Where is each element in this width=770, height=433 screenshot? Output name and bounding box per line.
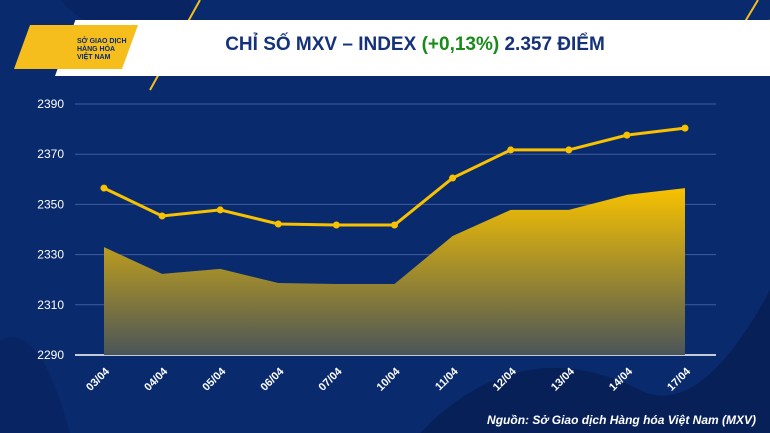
logo-line: VIỆT NAM — [77, 54, 111, 61]
title-prefix: CHỈ SỐ MXV – INDEX — [225, 34, 417, 55]
data-point — [681, 124, 689, 132]
source-note: Nguồn: Sở Giao dịch Hàng hóa Việt Nam (M… — [487, 413, 756, 427]
data-point — [565, 146, 573, 154]
y-tick-label: 2350 — [37, 197, 64, 211]
y-tick-label: 2370 — [37, 147, 64, 161]
logo-line: HÀNG HÓA — [77, 46, 116, 53]
data-point — [391, 221, 398, 229]
data-point — [507, 146, 515, 154]
title-change: (+0,13%) — [421, 34, 500, 55]
y-tick-label: 2290 — [37, 348, 64, 362]
title-value: 2.357 ĐIỂM — [504, 34, 605, 55]
logo-text: SỞ GIAO DỊCH HÀNG HÓA VIỆT NAM — [77, 38, 137, 62]
x-tick-label: 13/04 — [549, 365, 578, 394]
x-tick-label: 10/04 — [375, 365, 404, 394]
data-point — [332, 221, 340, 229]
x-tick-label: 12/04 — [491, 365, 520, 394]
y-tick-label: 2330 — [37, 248, 64, 262]
x-tick-label: 07/04 — [317, 365, 346, 394]
x-tick-label: 17/04 — [665, 365, 694, 394]
data-point — [158, 212, 166, 220]
logo-line: SỞ GIAO DỊCH — [77, 38, 127, 45]
x-tick-label: 14/04 — [607, 365, 636, 394]
data-point — [449, 174, 457, 182]
x-tick-label: 03/04 — [84, 365, 113, 394]
x-tick-label: 04/04 — [142, 365, 171, 394]
data-point — [100, 184, 108, 192]
data-point — [216, 206, 224, 214]
x-tick-label: 05/04 — [200, 365, 229, 394]
x-tick-label: 11/04 — [433, 365, 461, 393]
y-tick-label: 2390 — [37, 97, 64, 111]
y-tick-label: 2310 — [37, 298, 64, 312]
data-point — [274, 220, 282, 228]
data-point — [623, 131, 631, 139]
area-series — [104, 188, 685, 355]
x-tick-label: 06/04 — [258, 365, 287, 394]
chart-title: CHỈ SỐ MXV – INDEX (+0,13%) 2.357 ĐIỂM — [160, 34, 670, 56]
